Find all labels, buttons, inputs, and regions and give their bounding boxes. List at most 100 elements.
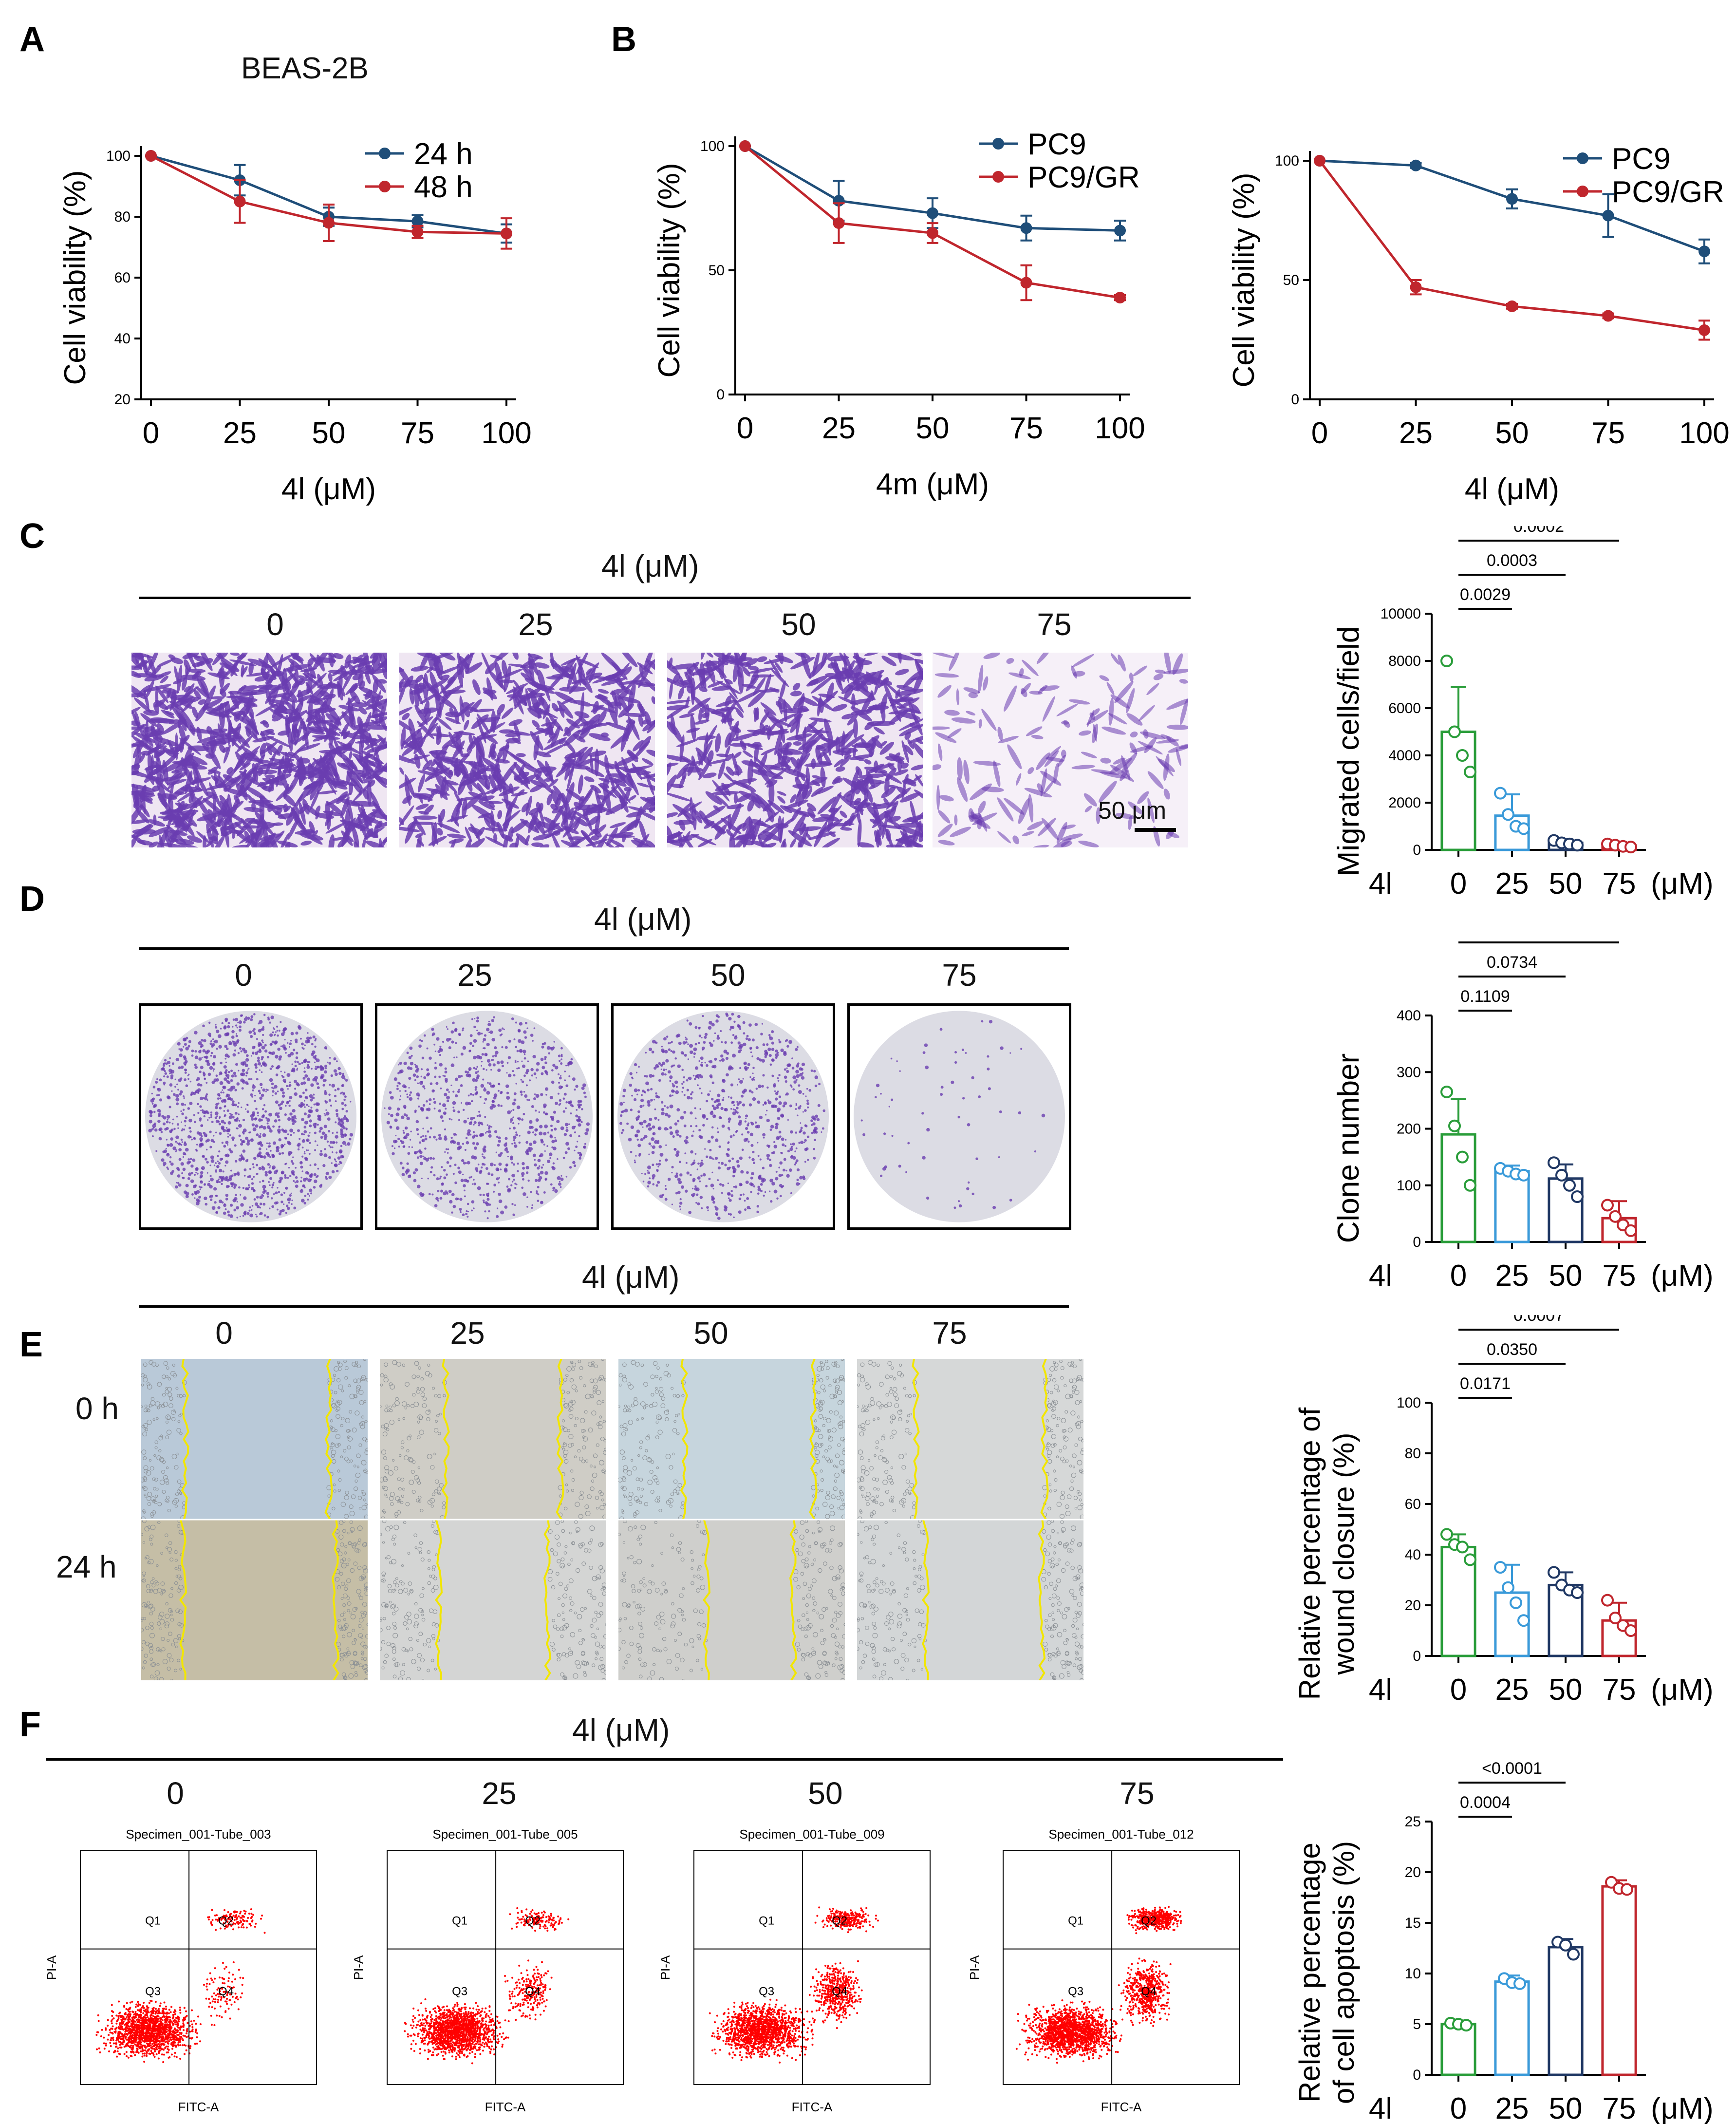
colony (534, 1133, 537, 1136)
colony (458, 1170, 462, 1174)
colony (320, 1075, 323, 1078)
colony (308, 1061, 311, 1063)
y-tick-label: 40 (114, 331, 131, 347)
colony (261, 1058, 263, 1061)
legend-label-0: PC9 (1027, 128, 1086, 161)
colony (190, 1093, 193, 1096)
colony (440, 1189, 444, 1193)
colony (257, 1142, 261, 1146)
colony (325, 1177, 328, 1180)
colony (426, 1073, 429, 1077)
colony (297, 1129, 300, 1132)
colony (445, 1080, 448, 1083)
colony (553, 1147, 557, 1150)
cell (471, 714, 489, 729)
colony (429, 1082, 433, 1085)
cell (137, 743, 142, 761)
cell (597, 689, 609, 694)
colony (396, 1085, 399, 1087)
cell (667, 832, 683, 842)
cell (760, 725, 768, 735)
colony (287, 1206, 290, 1210)
colony (514, 1061, 517, 1063)
colony (495, 1051, 499, 1054)
colony (278, 1119, 281, 1122)
colony (431, 1028, 434, 1031)
colony (304, 1194, 307, 1197)
y-tick-label: 0 (1291, 392, 1299, 408)
colony (537, 1173, 541, 1176)
colony (537, 1200, 540, 1202)
colony (259, 1020, 263, 1024)
colony (446, 1026, 448, 1028)
panel-letter-a: A (19, 20, 45, 59)
cell (545, 771, 553, 776)
colony (507, 1056, 511, 1059)
cell (494, 653, 516, 662)
colony (504, 1167, 508, 1171)
colony (440, 1115, 444, 1119)
colony (694, 1026, 698, 1029)
colony (311, 1068, 313, 1070)
cell (504, 750, 527, 766)
cell (217, 723, 225, 742)
colony (281, 1152, 284, 1155)
cell (199, 778, 208, 797)
colony (398, 1146, 400, 1148)
cell (1120, 770, 1128, 781)
colony (310, 1173, 313, 1176)
colony (460, 1053, 464, 1056)
colony (450, 1063, 455, 1068)
colony (292, 1049, 296, 1052)
cell (137, 840, 154, 846)
colony (406, 1168, 410, 1173)
colony (198, 1144, 203, 1148)
colony (527, 1179, 530, 1182)
cell (576, 751, 585, 764)
colony (252, 1166, 255, 1168)
colony (303, 1133, 305, 1135)
cell (855, 785, 861, 795)
colony (163, 1063, 165, 1065)
cell (484, 801, 504, 804)
cell (1156, 756, 1174, 776)
cell (541, 722, 555, 727)
colony (218, 1045, 222, 1049)
colony (258, 1042, 261, 1046)
cell (206, 744, 221, 770)
colony (532, 1153, 536, 1157)
colony (271, 1154, 275, 1158)
colony (202, 1110, 205, 1114)
colony (552, 1186, 556, 1190)
cell (812, 780, 821, 787)
cell (750, 790, 768, 812)
cell (583, 786, 594, 802)
cell (133, 697, 152, 714)
colony (249, 1206, 251, 1209)
colony (414, 1152, 416, 1154)
colony (185, 1036, 188, 1040)
colony (267, 1016, 270, 1019)
colony (250, 1018, 253, 1021)
cell (1106, 682, 1115, 695)
colony (219, 1168, 223, 1173)
panel-d-conc-50: 50 (710, 958, 746, 993)
cell (509, 783, 513, 794)
cell (196, 727, 202, 741)
colony (478, 1121, 481, 1125)
colony (524, 1022, 528, 1025)
cell (327, 815, 332, 830)
colony (240, 1050, 243, 1053)
cell (573, 810, 589, 821)
cell (763, 822, 784, 844)
colony (248, 1175, 251, 1178)
colony (282, 1075, 285, 1078)
cell (150, 717, 175, 724)
cell (416, 835, 422, 847)
colony (473, 1067, 476, 1070)
cell (742, 666, 751, 677)
colony (641, 1172, 643, 1175)
colony (512, 1163, 515, 1166)
cell (352, 714, 356, 727)
colony (505, 1163, 508, 1166)
